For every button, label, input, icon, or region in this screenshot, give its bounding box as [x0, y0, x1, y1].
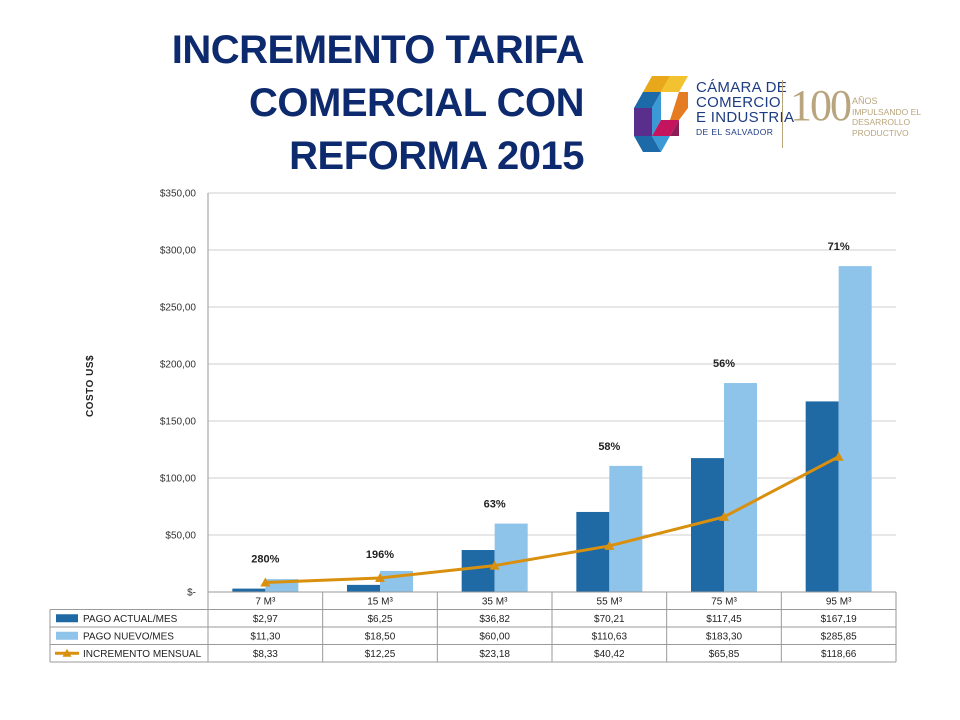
- increment-marker: [833, 451, 844, 461]
- table-cell-value: $70,21: [594, 614, 625, 625]
- bar-pago-actual: [805, 401, 839, 592]
- percent-label: 56%: [713, 358, 735, 370]
- anniversary-number: 100: [790, 81, 852, 130]
- table-cell-value: $183,30: [706, 631, 743, 642]
- title-line-1: INCREMENTO TARIFA: [171, 28, 585, 72]
- percent-annotations: 280% 196% 63% 58% 56% 71%: [251, 241, 850, 565]
- table-cell-value: $36,82: [479, 614, 510, 625]
- bar-pago-nuevo: [609, 465, 643, 592]
- table-cell-value: $8,33: [253, 649, 278, 660]
- bar-pago-actual: [347, 584, 380, 592]
- org-line-1: CÁMARA DE: [696, 79, 788, 96]
- bars: [232, 266, 872, 592]
- org-line-2: COMERCIO: [696, 94, 781, 111]
- anniversary-text: AÑOS IMPULSANDO EL DESARROLLO PRODUCTIVO: [852, 96, 932, 138]
- increment-marker: [260, 577, 271, 587]
- increment-marker: [489, 560, 500, 570]
- data-table: 7 M³ 15 M³ 35 M³ 55 M³ 75 M³ 95 M³ PAGO ACTUAL…: [49, 591, 897, 663]
- bar-pago-actual: [461, 550, 495, 592]
- percent-label: 71%: [828, 241, 850, 253]
- bar-pago-nuevo: [494, 523, 528, 592]
- logo-divider: [782, 80, 783, 148]
- category-label: 55 M³: [597, 597, 623, 608]
- y-tick-label: $300,00: [160, 246, 197, 257]
- category-label: 75 M³: [711, 597, 737, 608]
- increment-marker: [604, 540, 615, 550]
- category-label: 35 M³: [482, 597, 508, 608]
- table-cell-value: $2,97: [253, 614, 278, 625]
- bar-pago-nuevo: [838, 266, 872, 592]
- series-name: INCREMENTO MENSUAL: [83, 649, 202, 660]
- table-cell-value: $6,25: [367, 614, 392, 625]
- series-name: PAGO NUEVO/MES: [83, 631, 174, 642]
- table-cell-value: $12,25: [365, 649, 396, 660]
- table-cell-value: $110,63: [592, 631, 628, 642]
- table-cell-value: $40,42: [594, 649, 625, 660]
- legend-key: [56, 614, 78, 623]
- increment-series-line: [265, 455, 840, 585]
- y-tick-label: $50,00: [165, 531, 196, 542]
- table-cell-value: $118,66: [821, 649, 857, 660]
- category-label: 95 M³: [826, 597, 852, 608]
- percent-label: 280%: [251, 554, 279, 566]
- anniversary-line-3: DESARROLLO PRODUCTIVO: [852, 117, 911, 138]
- org-line-4: DE EL SALVADOR: [696, 127, 774, 137]
- legend-key: [56, 631, 78, 640]
- percent-label: 63%: [484, 499, 506, 511]
- percent-label: 196%: [366, 549, 394, 561]
- table-cell-value: $60,00: [479, 631, 510, 642]
- anniversary-line-2: IMPULSANDO EL: [852, 106, 921, 117]
- cube-logo-icon: [634, 76, 688, 152]
- y-axis-label: COSTO US$: [85, 355, 96, 417]
- anniversary-line-1: AÑOS: [852, 96, 878, 106]
- y-axis-ticks: $- $50,00 $100,00 $150,00 $200,00 $250,00 $300…: [160, 189, 197, 599]
- table-cell-value: $117,45: [706, 614, 742, 625]
- category-label: 15 M³: [367, 597, 393, 608]
- table-cell-value: $167,19: [821, 614, 858, 625]
- y-tick-label: $250,00: [160, 303, 197, 314]
- y-tick-label: $200,00: [160, 360, 197, 371]
- increment-line: [260, 451, 844, 587]
- increment-marker: [719, 511, 729, 521]
- category-label: 7 M³: [255, 597, 276, 608]
- chamber-logo: CÁMARA DE COMERCIO E INDUSTRIA DE EL SAL…: [632, 68, 932, 168]
- y-tick-label: $100,00: [160, 474, 197, 485]
- percent-label: 58%: [598, 441, 620, 453]
- gridlines: [207, 192, 896, 593]
- series-name: PAGO ACTUAL/MES: [83, 614, 178, 625]
- chamber-name: CÁMARA DE COMERCIO E INDUSTRIA DE EL SAL…: [696, 80, 794, 137]
- table-cell-value: $11,30: [250, 631, 280, 642]
- table-cell-value: $18,50: [365, 631, 396, 642]
- table-cell-value: $65,85: [709, 649, 740, 660]
- y-tick-label: $350,00: [160, 189, 197, 200]
- title-line-2: COMERCIAL CON: [249, 81, 584, 125]
- bar-pago-actual: [232, 588, 266, 592]
- table-cell-value: $23,18: [479, 649, 510, 660]
- org-line-3: E INDUSTRIA: [696, 109, 795, 126]
- slide-title: INCREMENTO TARIFA COMERCIAL CON REFORMA …: [171, 24, 585, 183]
- y-tick-label: $150,00: [160, 417, 197, 428]
- title-line-3: REFORMA 2015: [289, 134, 584, 178]
- bar-pago-nuevo: [724, 383, 757, 592]
- legend-key-marker: [62, 648, 72, 657]
- table-cell-value: $285,85: [821, 631, 858, 642]
- increment-marker: [375, 573, 385, 583]
- y-tick-label: $-: [187, 588, 196, 599]
